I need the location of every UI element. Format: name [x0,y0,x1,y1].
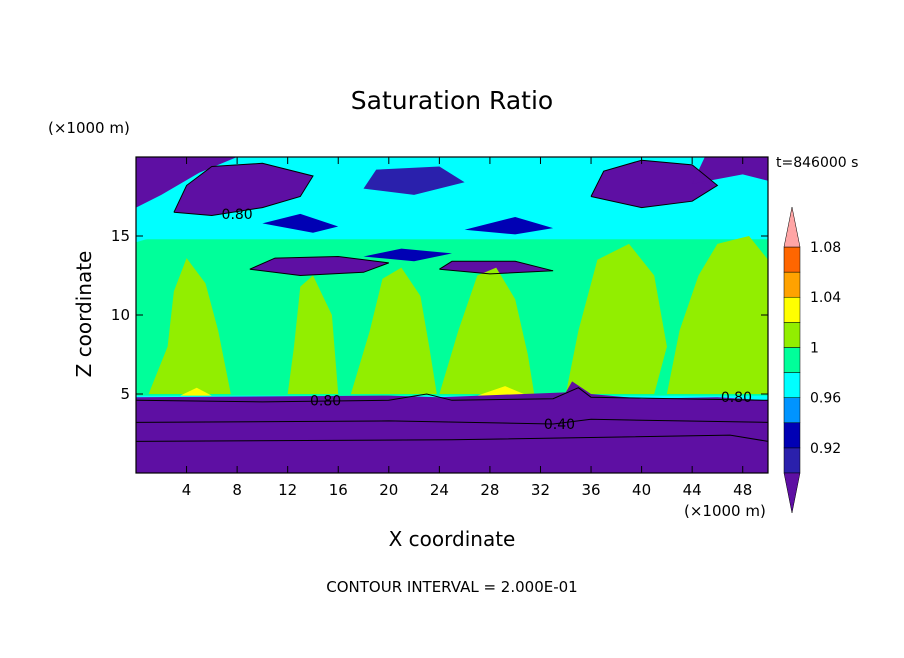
y-tick-label: 15 [111,227,130,245]
colorbar-swatch [783,447,801,474]
contour-label: 0.80 [310,393,341,409]
colorbar-swatch [783,296,801,323]
contour-field [136,157,768,473]
contour-labels: 0.80 0.80 0.40 0.80 [222,207,752,433]
colorbar: 0.92 0.96 1 1.04 1.08 [783,206,841,514]
contour-line [439,260,554,275]
x-tick-label: 4 [182,481,192,499]
field-region [666,236,768,394]
x-tick-label: 16 [329,481,348,499]
z-unit-label: (×1000 m) [48,119,130,137]
colorbar-tick-label: 1 [810,340,819,356]
field-region [136,157,238,208]
contour-label: 0.40 [544,417,575,433]
y-tick-label: 5 [120,385,130,403]
colorbar-swatch [783,347,801,373]
x-unit-label: (×1000 m) [684,502,766,520]
y-axis-label: Z coordinate [72,250,96,378]
x-tick-label: 20 [379,481,398,499]
field-region [439,261,554,274]
contour-line [590,159,719,209]
x-axis-label: X coordinate [388,527,516,551]
y-tick-label: 10 [111,306,130,324]
field-region [350,267,437,394]
x-tick-label: 40 [632,481,651,499]
field-region [249,256,389,276]
colorbar-swatch [783,397,801,424]
field-region [363,166,465,195]
contour-line [173,162,314,217]
contour-label: 0.80 [222,207,253,223]
colorbar-max-triangle [783,206,801,248]
contour-line [249,255,389,277]
colorbar-swatch [783,372,801,398]
field-region [464,217,554,235]
colorbar-tick-label: 0.92 [810,441,841,457]
field-region [692,157,768,184]
field-region [262,213,339,233]
field-region [148,258,231,394]
colorbar-swatch [783,422,801,449]
x-tick-label: 24 [430,481,449,499]
x-tick-label: 48 [733,481,752,499]
contour-line [136,418,768,425]
x-tick-label: 28 [480,481,499,499]
contour-interval-note: CONTOUR INTERVAL = 2.000E-01 [326,578,578,596]
chart-title: Saturation Ratio [350,86,554,115]
field-region [180,387,212,396]
colorbar-swatch [783,322,801,348]
field-region [287,275,339,394]
colorbar-min-triangle [783,472,801,514]
contour-line [136,387,768,403]
x-tick-label: 32 [531,481,550,499]
field-region [565,243,667,394]
field-region [363,248,452,262]
contour-line [136,434,768,442]
x-tick-label: 12 [278,481,297,499]
field-region [591,160,718,208]
colorbar-swatch [783,271,801,298]
x-tick-label: 8 [232,481,242,499]
field-region [136,381,768,473]
x-tick-label: 36 [581,481,600,499]
colorbar-tick-label: 0.96 [810,391,841,407]
x-tick-label: 44 [683,481,702,499]
colorbar-tick-label: 1.04 [810,290,841,306]
colorbar-swatch [783,246,801,273]
colorbar-tick-label: 1.08 [810,240,841,256]
field-region [477,386,528,396]
time-label: t=846000 s [776,155,859,171]
field-region [439,267,535,394]
contour-label: 0.80 [721,390,752,406]
